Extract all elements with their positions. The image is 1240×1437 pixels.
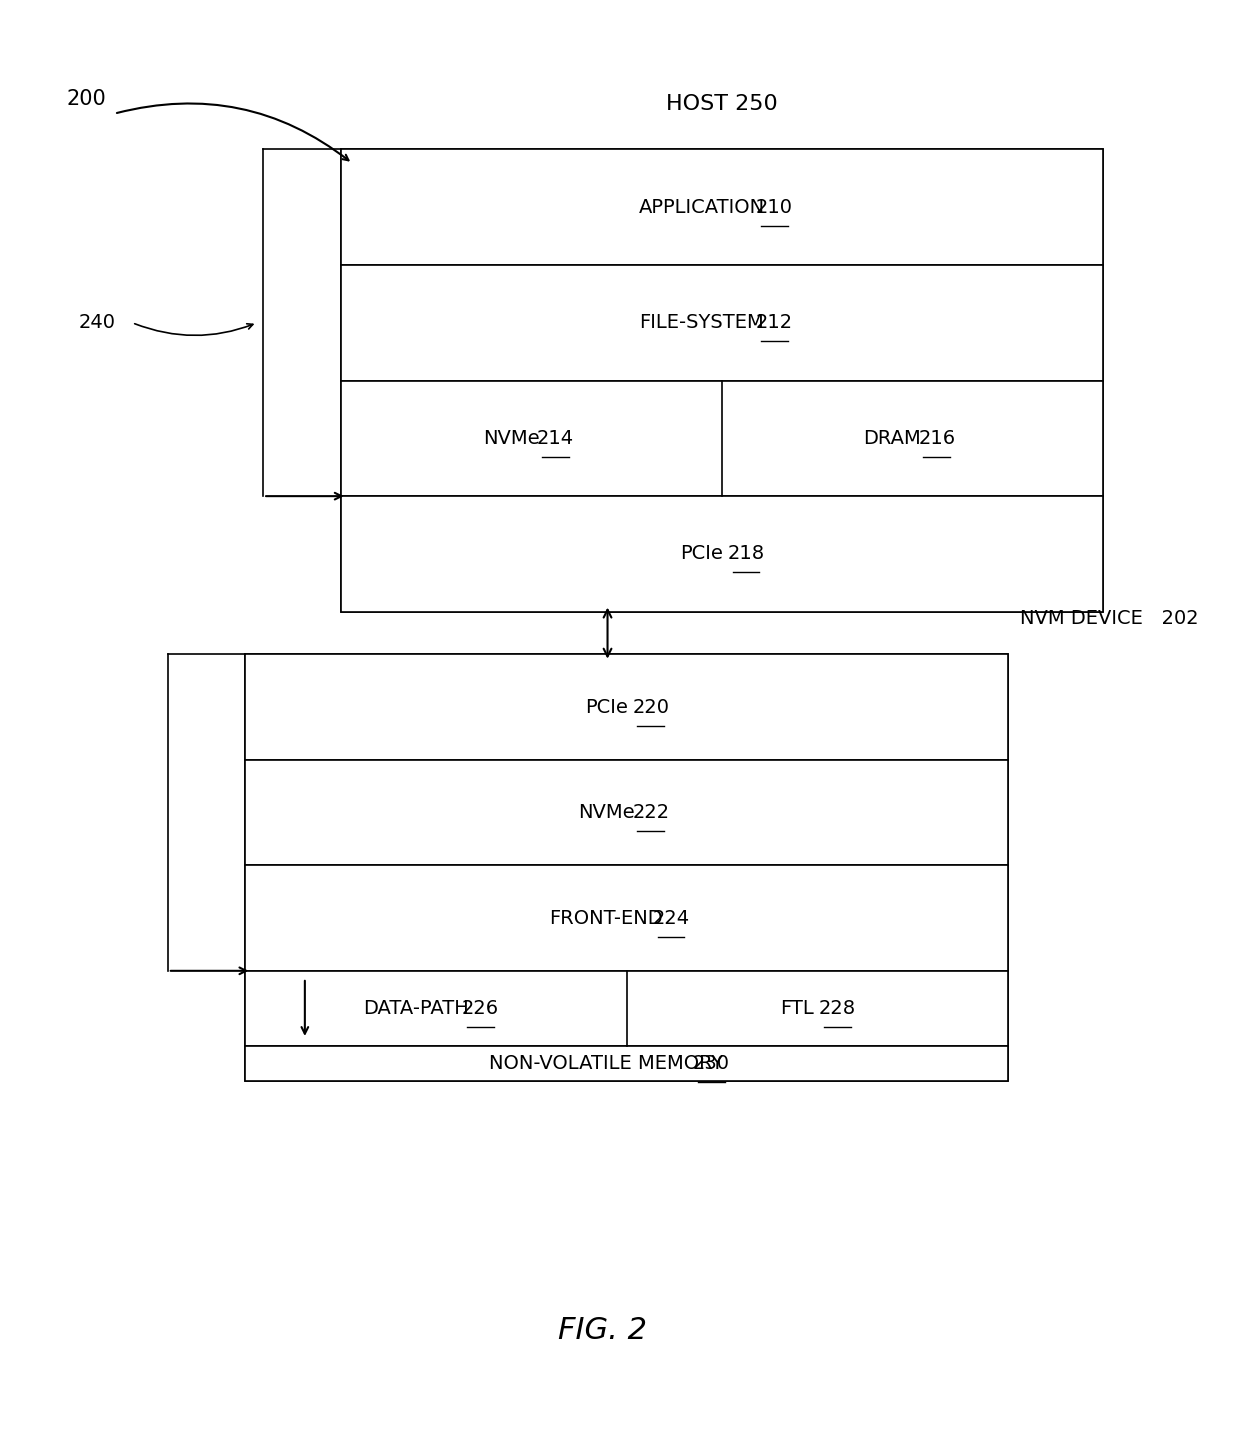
Text: PCIe: PCIe	[585, 698, 627, 717]
Text: 224: 224	[652, 908, 689, 928]
Text: 200: 200	[67, 89, 107, 109]
Text: FILE-SYSTEM: FILE-SYSTEM	[640, 313, 764, 332]
Text: NVMe: NVMe	[578, 803, 635, 822]
Text: FRONT-END: FRONT-END	[549, 908, 663, 928]
Bar	[246, 654, 1008, 760]
Bar	[341, 149, 1104, 612]
Text: 222: 222	[632, 803, 670, 822]
Bar	[246, 760, 1008, 865]
Text: FTL: FTL	[780, 999, 813, 1017]
Text: DATA-PATH: DATA-PATH	[363, 999, 469, 1017]
Text: 214: 214	[537, 428, 574, 448]
Text: 210: 210	[756, 197, 792, 217]
Bar	[341, 381, 1104, 496]
Bar	[246, 971, 1008, 1046]
Text: NVMe: NVMe	[482, 428, 539, 448]
Text: 230: 230	[693, 1055, 730, 1073]
Text: 220: 220	[632, 698, 670, 717]
Bar	[341, 264, 1104, 381]
Bar	[341, 149, 1104, 264]
Text: DRAM: DRAM	[863, 428, 921, 448]
Text: NON-VOLATILE MEMORY: NON-VOLATILE MEMORY	[490, 1055, 723, 1073]
Text: 218: 218	[728, 545, 765, 563]
Text: 216: 216	[919, 428, 955, 448]
Text: 228: 228	[818, 999, 856, 1017]
Text: 240: 240	[78, 313, 115, 332]
Text: 212: 212	[756, 313, 792, 332]
Bar	[246, 654, 1008, 1082]
Bar	[341, 496, 1104, 612]
Bar	[246, 1046, 1008, 1082]
Text: 226: 226	[461, 999, 498, 1017]
Text: PCIe: PCIe	[681, 545, 723, 563]
Text: HOST 250: HOST 250	[666, 93, 777, 114]
Text: NVM DEVICE   202: NVM DEVICE 202	[1019, 609, 1199, 628]
Text: APPLICATION: APPLICATION	[639, 197, 765, 217]
Bar	[246, 865, 1008, 971]
Text: FIG. 2: FIG. 2	[558, 1316, 647, 1345]
